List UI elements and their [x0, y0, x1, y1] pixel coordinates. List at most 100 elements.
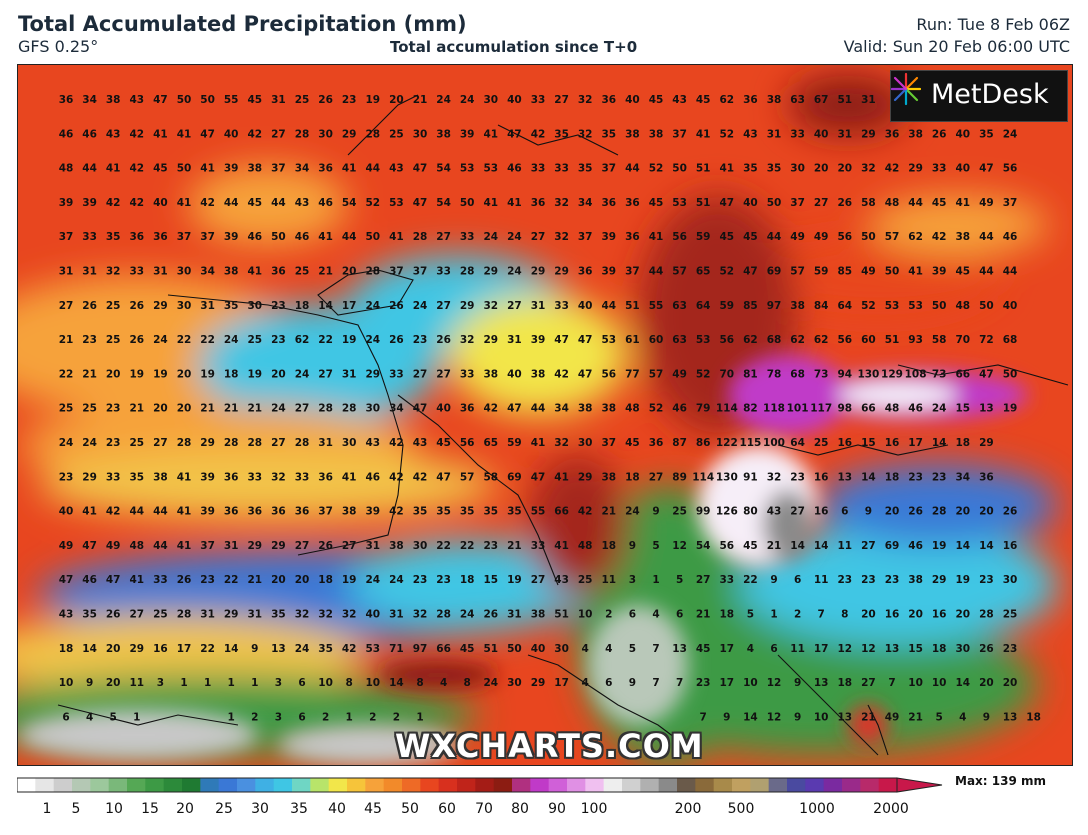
grid-value: 18	[601, 540, 616, 552]
grid-value: 45	[649, 94, 664, 106]
grid-value: 33	[389, 368, 404, 380]
grid-value: 6	[676, 609, 683, 621]
legend-swatch	[548, 778, 568, 792]
grid-value: 50	[177, 94, 192, 106]
grid-value: 29	[365, 368, 380, 380]
grid-value: 44	[625, 163, 640, 175]
grid-value: 18	[59, 643, 74, 655]
grid-value: 38	[908, 574, 923, 586]
grid-value: 7	[888, 677, 895, 689]
grid-value: 23	[932, 471, 947, 483]
grid-value: 58	[483, 471, 498, 483]
grid-value: 20	[177, 368, 192, 380]
grid-value: 30	[342, 437, 357, 449]
grid-value: 54	[342, 197, 357, 209]
grid-value: 41	[955, 197, 970, 209]
grid-value: 20	[271, 368, 286, 380]
grid-value: 23	[1003, 643, 1018, 655]
grid-value: 44	[767, 231, 782, 243]
grid-value: 29	[554, 266, 569, 278]
grid-value: 25	[106, 300, 121, 312]
grid-value: 57	[649, 368, 664, 380]
grid-value: 22	[743, 574, 758, 586]
grid-value: 36	[885, 128, 900, 140]
grid-value: 32	[271, 471, 286, 483]
legend-swatch	[237, 778, 256, 792]
grid-value: 36	[625, 231, 640, 243]
grid-value: 23	[106, 403, 121, 415]
grid-value: 18	[955, 437, 970, 449]
legend-swatch	[218, 778, 238, 792]
grid-value: 30	[177, 300, 192, 312]
legend-swatch	[750, 778, 770, 792]
grid-value: 52	[696, 368, 711, 380]
grid-value: 37	[578, 231, 593, 243]
grid-value: 23	[861, 574, 876, 586]
legend-swatch	[438, 778, 458, 792]
grid-value: 21	[507, 540, 522, 552]
grid-value: 27	[861, 540, 876, 552]
grid-value: 29	[578, 471, 593, 483]
grid-value: 33	[554, 300, 569, 312]
grid-value: 33	[153, 574, 168, 586]
grid-value: 72	[979, 334, 994, 346]
grid-value: 19	[342, 334, 357, 346]
grid-value: 6	[841, 506, 848, 518]
grid-value: 41	[177, 128, 192, 140]
grid-value: 34	[389, 403, 404, 415]
grid-value: 69	[885, 540, 900, 552]
grid-value: 17	[719, 677, 734, 689]
grid-value: 24	[224, 334, 239, 346]
legend-swatch	[493, 778, 513, 792]
grid-value: 45	[625, 437, 640, 449]
grid-value: 16	[932, 609, 947, 621]
grid-value: 56	[719, 540, 734, 552]
grid-value: 36	[649, 437, 664, 449]
legend-swatch	[163, 778, 183, 792]
grid-value: 130	[716, 471, 738, 483]
grid-value: 21	[767, 540, 782, 552]
grid-value: 44	[1003, 266, 1018, 278]
grid-value: 24	[295, 368, 310, 380]
legend-tick-label: 200	[675, 801, 702, 816]
grid-value: 44	[908, 197, 923, 209]
grid-value: 9	[652, 506, 659, 518]
grid-value: 24	[365, 334, 380, 346]
grid-value: 10	[814, 711, 829, 723]
grid-value: 80	[743, 506, 758, 518]
grid-value: 50	[979, 300, 994, 312]
grid-value: 41	[389, 231, 404, 243]
grid-value: 37	[200, 231, 215, 243]
grid-value: 70	[955, 334, 970, 346]
grid-value: 35	[318, 643, 333, 655]
grid-value: 27	[649, 471, 664, 483]
grid-value: 36	[625, 197, 640, 209]
grid-value: 68	[1003, 334, 1018, 346]
grid-value: 66	[554, 506, 569, 518]
legend-swatch	[35, 778, 55, 792]
grid-value: 34	[82, 94, 97, 106]
grid-value: 41	[342, 471, 357, 483]
grid-value: 56	[460, 437, 475, 449]
grid-value: 31	[507, 609, 522, 621]
grid-value: 40	[153, 197, 168, 209]
grid-value: 61	[625, 334, 640, 346]
grid-value: 42	[413, 471, 428, 483]
grid-value: 42	[106, 197, 121, 209]
grid-value: 39	[601, 231, 616, 243]
grid-value: 24	[483, 677, 498, 689]
grid-value: 43	[59, 609, 74, 621]
legend-tick-label: 25	[215, 801, 233, 816]
grid-value: 17	[719, 643, 734, 655]
grid-value: 29	[129, 643, 144, 655]
grid-value: 41	[106, 163, 121, 175]
grid-value: 47	[507, 403, 522, 415]
grid-value: 25	[106, 334, 121, 346]
grid-value: 63	[672, 334, 687, 346]
grid-value: 22	[436, 540, 451, 552]
grid-value: 41	[247, 266, 262, 278]
grid-value: 31	[507, 334, 522, 346]
grid-value: 1	[228, 677, 235, 689]
grid-value: 58	[932, 334, 947, 346]
grid-value: 36	[224, 506, 239, 518]
